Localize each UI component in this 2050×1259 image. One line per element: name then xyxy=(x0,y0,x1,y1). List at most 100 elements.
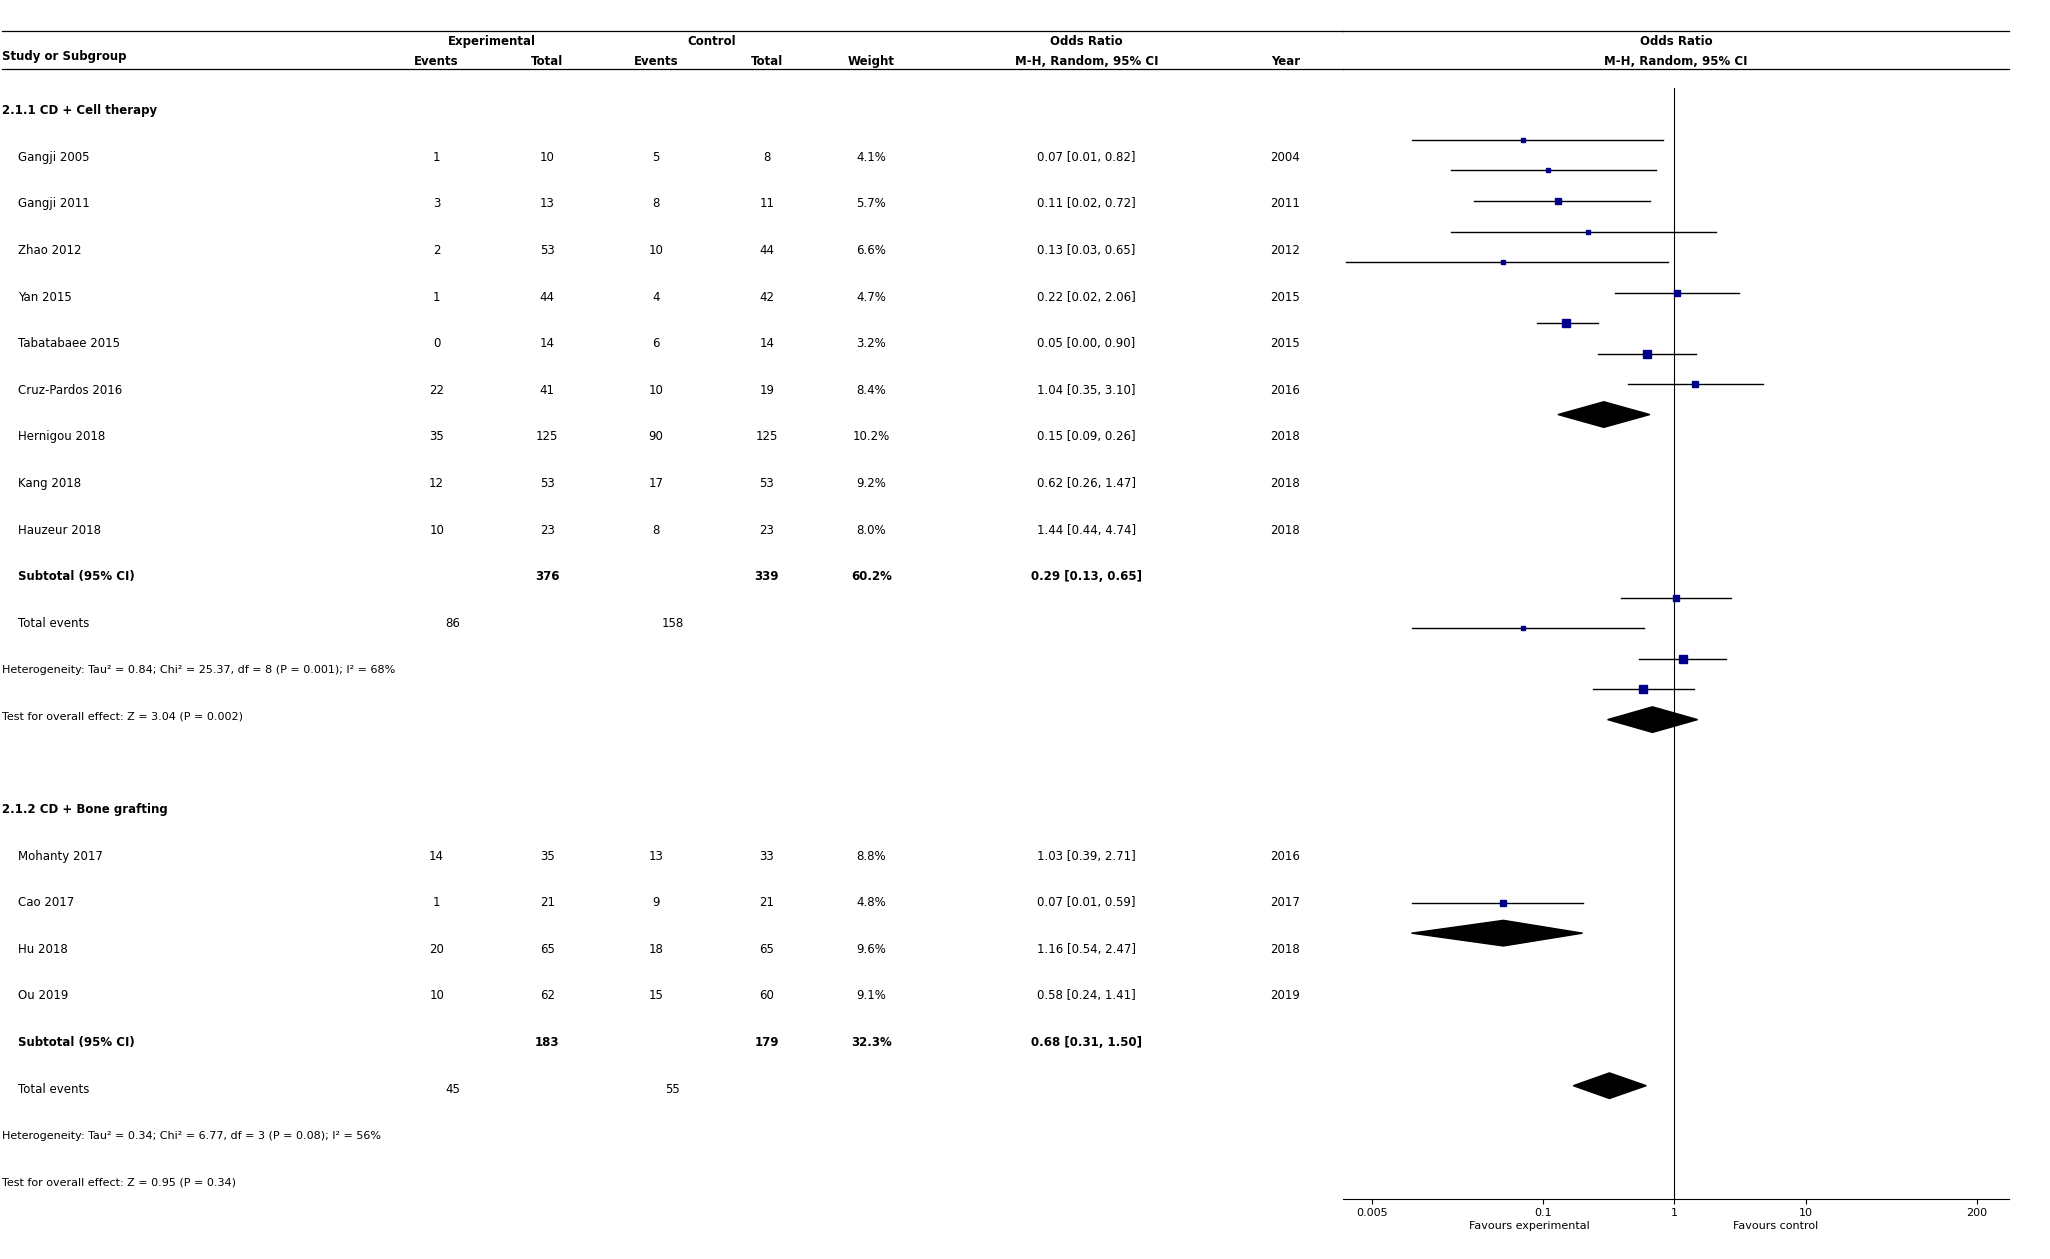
Text: 42: 42 xyxy=(758,291,775,303)
Text: 1.04 [0.35, 3.10]: 1.04 [0.35, 3.10] xyxy=(1037,384,1136,397)
Text: Hu 2018: Hu 2018 xyxy=(18,943,68,956)
Text: 1.16 [0.54, 2.47]: 1.16 [0.54, 2.47] xyxy=(1037,943,1136,956)
Text: 55: 55 xyxy=(664,1083,681,1095)
Text: 0.22 [0.02, 2.06]: 0.22 [0.02, 2.06] xyxy=(1037,291,1136,303)
Text: Weight: Weight xyxy=(849,55,894,68)
Text: 8: 8 xyxy=(763,151,771,164)
Text: 35: 35 xyxy=(539,850,556,862)
Text: Year: Year xyxy=(1271,55,1300,68)
Text: 2.1.1 CD + Cell therapy: 2.1.1 CD + Cell therapy xyxy=(2,104,158,117)
Text: 4.7%: 4.7% xyxy=(857,291,886,303)
Text: 2: 2 xyxy=(433,244,441,257)
Text: 183: 183 xyxy=(535,1036,560,1049)
Text: 10: 10 xyxy=(648,244,664,257)
Text: Subtotal (95% CI): Subtotal (95% CI) xyxy=(18,1036,135,1049)
Text: 23: 23 xyxy=(758,524,775,536)
Text: 376: 376 xyxy=(535,570,560,583)
Text: 10: 10 xyxy=(539,151,556,164)
Text: 23: 23 xyxy=(539,524,556,536)
Text: Hauzeur 2018: Hauzeur 2018 xyxy=(18,524,100,536)
Text: 8.0%: 8.0% xyxy=(857,524,886,536)
Text: 65: 65 xyxy=(539,943,556,956)
Text: 9.2%: 9.2% xyxy=(857,477,886,490)
Text: 86: 86 xyxy=(445,617,461,630)
Text: 53: 53 xyxy=(539,477,556,490)
Text: 41: 41 xyxy=(539,384,556,397)
Text: 14: 14 xyxy=(758,337,775,350)
Text: 0.29 [0.13, 0.65]: 0.29 [0.13, 0.65] xyxy=(1031,570,1142,583)
Polygon shape xyxy=(1607,706,1697,733)
Text: 8: 8 xyxy=(652,198,660,210)
Text: 10.2%: 10.2% xyxy=(853,431,890,443)
Text: 339: 339 xyxy=(754,570,779,583)
Text: 18: 18 xyxy=(648,943,664,956)
Text: 14: 14 xyxy=(539,337,556,350)
Text: 0.07 [0.01, 0.59]: 0.07 [0.01, 0.59] xyxy=(1037,896,1136,909)
Text: Odds Ratio: Odds Ratio xyxy=(1640,35,1712,48)
Text: 158: 158 xyxy=(662,617,683,630)
Text: 44: 44 xyxy=(758,244,775,257)
Text: 2016: 2016 xyxy=(1271,850,1300,862)
Text: 19: 19 xyxy=(758,384,775,397)
Text: M-H, Random, 95% CI: M-H, Random, 95% CI xyxy=(1015,55,1158,68)
Text: 3: 3 xyxy=(433,198,441,210)
Text: 2.1.2 CD + Bone grafting: 2.1.2 CD + Bone grafting xyxy=(2,803,168,816)
Text: 13: 13 xyxy=(648,850,664,862)
Text: 0.68 [0.31, 1.50]: 0.68 [0.31, 1.50] xyxy=(1031,1036,1142,1049)
Text: 8.4%: 8.4% xyxy=(857,384,886,397)
Text: 4.8%: 4.8% xyxy=(857,896,886,909)
Text: 2011: 2011 xyxy=(1271,198,1300,210)
Text: 9.1%: 9.1% xyxy=(857,990,886,1002)
Text: Experimental: Experimental xyxy=(449,35,535,48)
Text: 10: 10 xyxy=(648,384,664,397)
Text: 0: 0 xyxy=(433,337,441,350)
Text: 2019: 2019 xyxy=(1271,990,1300,1002)
Text: 9.6%: 9.6% xyxy=(857,943,886,956)
Text: 0.62 [0.26, 1.47]: 0.62 [0.26, 1.47] xyxy=(1037,477,1136,490)
Text: Mohanty 2017: Mohanty 2017 xyxy=(18,850,102,862)
Text: Gangji 2011: Gangji 2011 xyxy=(18,198,90,210)
Text: 21: 21 xyxy=(758,896,775,909)
Text: 2015: 2015 xyxy=(1271,337,1300,350)
Text: 10: 10 xyxy=(428,990,445,1002)
Text: 20: 20 xyxy=(428,943,445,956)
Text: 32.3%: 32.3% xyxy=(851,1036,892,1049)
Text: 0.15 [0.09, 0.26]: 0.15 [0.09, 0.26] xyxy=(1037,431,1136,443)
Text: 0.07 [0.01, 0.82]: 0.07 [0.01, 0.82] xyxy=(1037,151,1136,164)
Text: 6: 6 xyxy=(652,337,660,350)
Polygon shape xyxy=(1572,1073,1646,1099)
Text: 11: 11 xyxy=(758,198,775,210)
Polygon shape xyxy=(1558,402,1650,427)
Text: 1.03 [0.39, 2.71]: 1.03 [0.39, 2.71] xyxy=(1037,850,1136,862)
Text: 60.2%: 60.2% xyxy=(851,570,892,583)
Text: 35: 35 xyxy=(428,431,445,443)
Text: Yan 2015: Yan 2015 xyxy=(18,291,72,303)
Text: 44: 44 xyxy=(539,291,556,303)
Text: 2016: 2016 xyxy=(1271,384,1300,397)
Text: 8: 8 xyxy=(652,524,660,536)
Text: 90: 90 xyxy=(648,431,664,443)
Text: 22: 22 xyxy=(428,384,445,397)
Text: 125: 125 xyxy=(756,431,777,443)
Text: 2015: 2015 xyxy=(1271,291,1300,303)
Text: 2017: 2017 xyxy=(1271,896,1300,909)
Text: Favours control: Favours control xyxy=(1732,1221,1818,1231)
Text: Favours experimental: Favours experimental xyxy=(1470,1221,1589,1231)
Text: Total: Total xyxy=(531,55,564,68)
Text: Subtotal (95% CI): Subtotal (95% CI) xyxy=(18,570,135,583)
Text: 12: 12 xyxy=(428,477,445,490)
Text: 53: 53 xyxy=(758,477,775,490)
Text: 1.44 [0.44, 4.74]: 1.44 [0.44, 4.74] xyxy=(1037,524,1136,536)
Text: 2018: 2018 xyxy=(1271,477,1300,490)
Text: 17: 17 xyxy=(648,477,664,490)
Text: 4: 4 xyxy=(652,291,660,303)
Text: 5: 5 xyxy=(652,151,660,164)
Text: 15: 15 xyxy=(648,990,664,1002)
Text: Events: Events xyxy=(414,55,459,68)
Text: Zhao 2012: Zhao 2012 xyxy=(18,244,82,257)
Text: Odds Ratio: Odds Ratio xyxy=(1050,35,1123,48)
Text: 125: 125 xyxy=(537,431,558,443)
Text: 0.05 [0.00, 0.90]: 0.05 [0.00, 0.90] xyxy=(1037,337,1136,350)
Text: Cruz-Pardos 2016: Cruz-Pardos 2016 xyxy=(18,384,123,397)
Text: 3.2%: 3.2% xyxy=(857,337,886,350)
